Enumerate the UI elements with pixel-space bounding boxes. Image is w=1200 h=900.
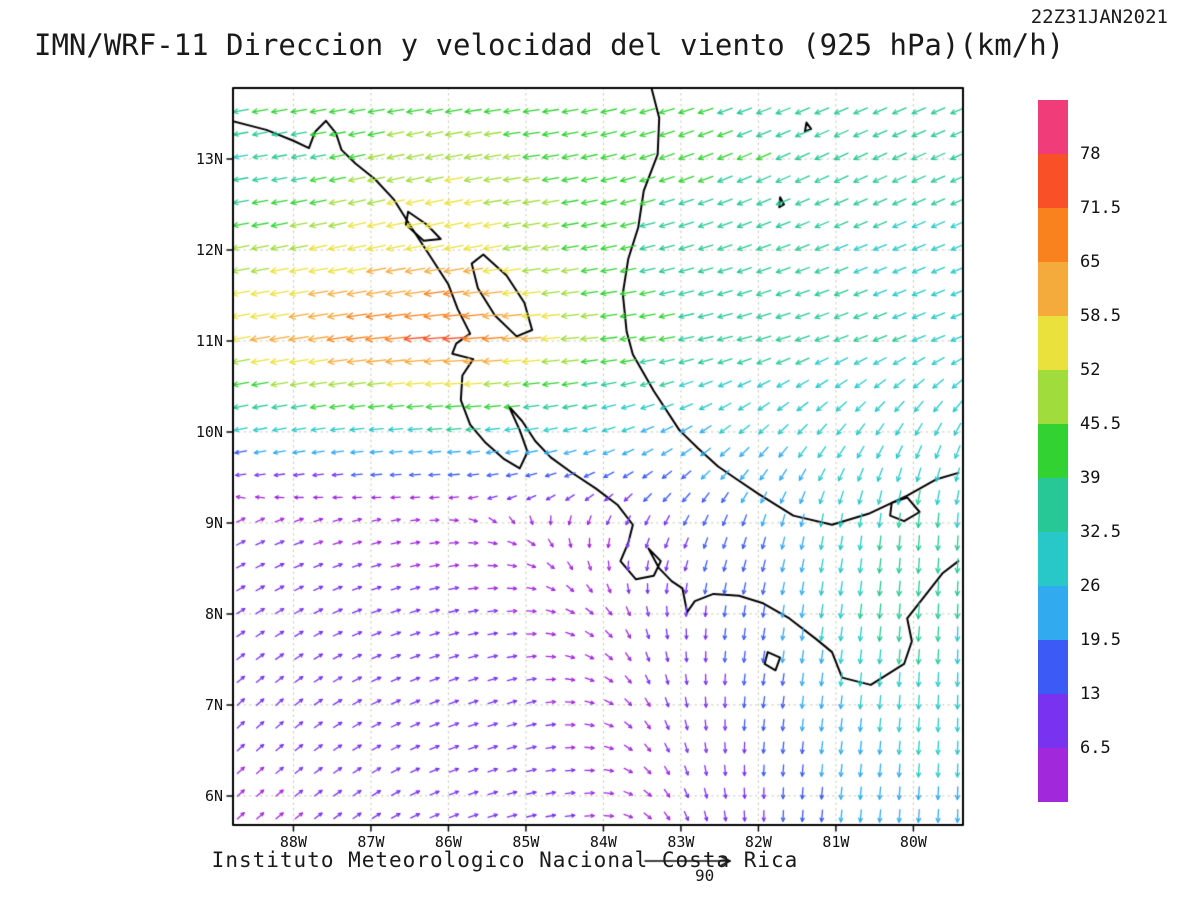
- colorbar: [1038, 100, 1068, 802]
- x-tick-label: 80W: [899, 833, 927, 851]
- colorbar-segment: [1038, 532, 1068, 586]
- reference-vector-label: 90: [695, 866, 715, 885]
- colorbar-segment: [1038, 586, 1068, 640]
- colorbar-segment: [1038, 478, 1068, 532]
- colorbar-label: 19.5: [1080, 630, 1121, 650]
- x-tick-label: 85W: [512, 833, 540, 851]
- colorbar-label: 65: [1080, 252, 1101, 272]
- colorbar-segment: [1038, 370, 1068, 424]
- colorbar-label: 26: [1080, 576, 1101, 596]
- colorbar-segment: [1038, 694, 1068, 748]
- y-tick-label: 11N: [195, 331, 223, 350]
- y-tick-label: 6N: [204, 786, 223, 805]
- x-tick-label: 81W: [822, 833, 850, 851]
- colorbar-label: 52: [1080, 360, 1101, 380]
- x-tick-label: 86W: [434, 833, 462, 851]
- colorbar-segment: [1038, 100, 1068, 154]
- colorbar-label: 71.5: [1080, 198, 1121, 218]
- y-tick-label: 9N: [204, 513, 223, 532]
- y-tick-label: 10N: [195, 422, 223, 441]
- colorbar-label: 13: [1080, 684, 1101, 704]
- x-tick-label: 88W: [279, 833, 307, 851]
- colorbar-label: 78: [1080, 144, 1101, 164]
- colorbar-label: 32.5: [1080, 522, 1121, 542]
- colorbar-segment: [1038, 640, 1068, 694]
- x-tick-label: 87W: [357, 833, 385, 851]
- colorbar-segment: [1038, 316, 1068, 370]
- colorbar-label: 6.5: [1080, 738, 1111, 758]
- x-tick-label: 84W: [589, 833, 617, 851]
- colorbar-segment: [1038, 154, 1068, 208]
- colorbar-label: 39: [1080, 468, 1101, 488]
- colorbar-label: 58.5: [1080, 306, 1121, 326]
- run-timestamp: 22Z31JAN2021: [1030, 6, 1168, 28]
- y-tick-label: 12N: [195, 240, 223, 259]
- credit-caption: Instituto Meteorologico Nacional Costa R…: [211, 848, 799, 872]
- chart-title: IMN/WRF-11 Direccion y velocidad del vie…: [34, 28, 1065, 62]
- y-tick-label: 7N: [204, 695, 223, 714]
- colorbar-label: 45.5: [1080, 414, 1121, 434]
- colorbar-segment: [1038, 208, 1068, 262]
- colorbar-segment: [1038, 262, 1068, 316]
- colorbar-segment: [1038, 424, 1068, 478]
- x-tick-label: 82W: [744, 833, 772, 851]
- y-tick-label: 13N: [195, 149, 223, 168]
- y-tick-label: 8N: [204, 604, 223, 623]
- x-tick-label: 83W: [667, 833, 695, 851]
- colorbar-segment: [1038, 748, 1068, 802]
